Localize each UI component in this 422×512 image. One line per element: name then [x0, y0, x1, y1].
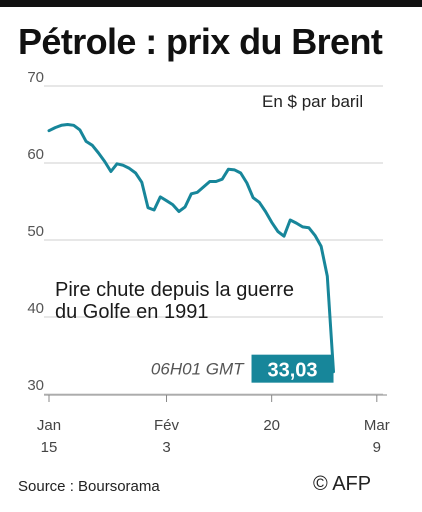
y-tick-label-60: 60 [27, 146, 44, 163]
source-label: Source : Boursorama [18, 478, 160, 495]
x-tick-sublabel-1: 3 [162, 439, 170, 456]
x-tick-label-3: Mar [364, 417, 390, 434]
y-axis-unit-label: En $ par baril [262, 92, 364, 111]
x-tick-label-0: Jan [37, 417, 61, 434]
top-bar [0, 0, 422, 7]
x-tick-label-1: Fév [154, 417, 180, 434]
last-value-time: 06H01 GMT [151, 360, 245, 379]
last-value-text: 33,03 [267, 360, 317, 382]
x-tick-sublabel-3: 9 [373, 439, 381, 456]
chart-title: Pétrole : prix du Brent [18, 21, 383, 62]
series-line-brent [47, 123, 335, 374]
x-tick-sublabel-0: 15 [41, 439, 58, 456]
y-tick-label-40: 40 [27, 300, 44, 317]
last-value-badge [251, 354, 334, 383]
x-tick-label-2: 20 [263, 417, 280, 434]
chart-annotation: Pire chute depuis la guerre du Golfe en … [55, 279, 295, 323]
y-tick-label-50: 50 [27, 223, 44, 240]
y-tick-label-30: 30 [27, 377, 44, 394]
y-tick-label-70: 70 [27, 69, 44, 86]
copyright-credit: © AFP [313, 473, 372, 495]
